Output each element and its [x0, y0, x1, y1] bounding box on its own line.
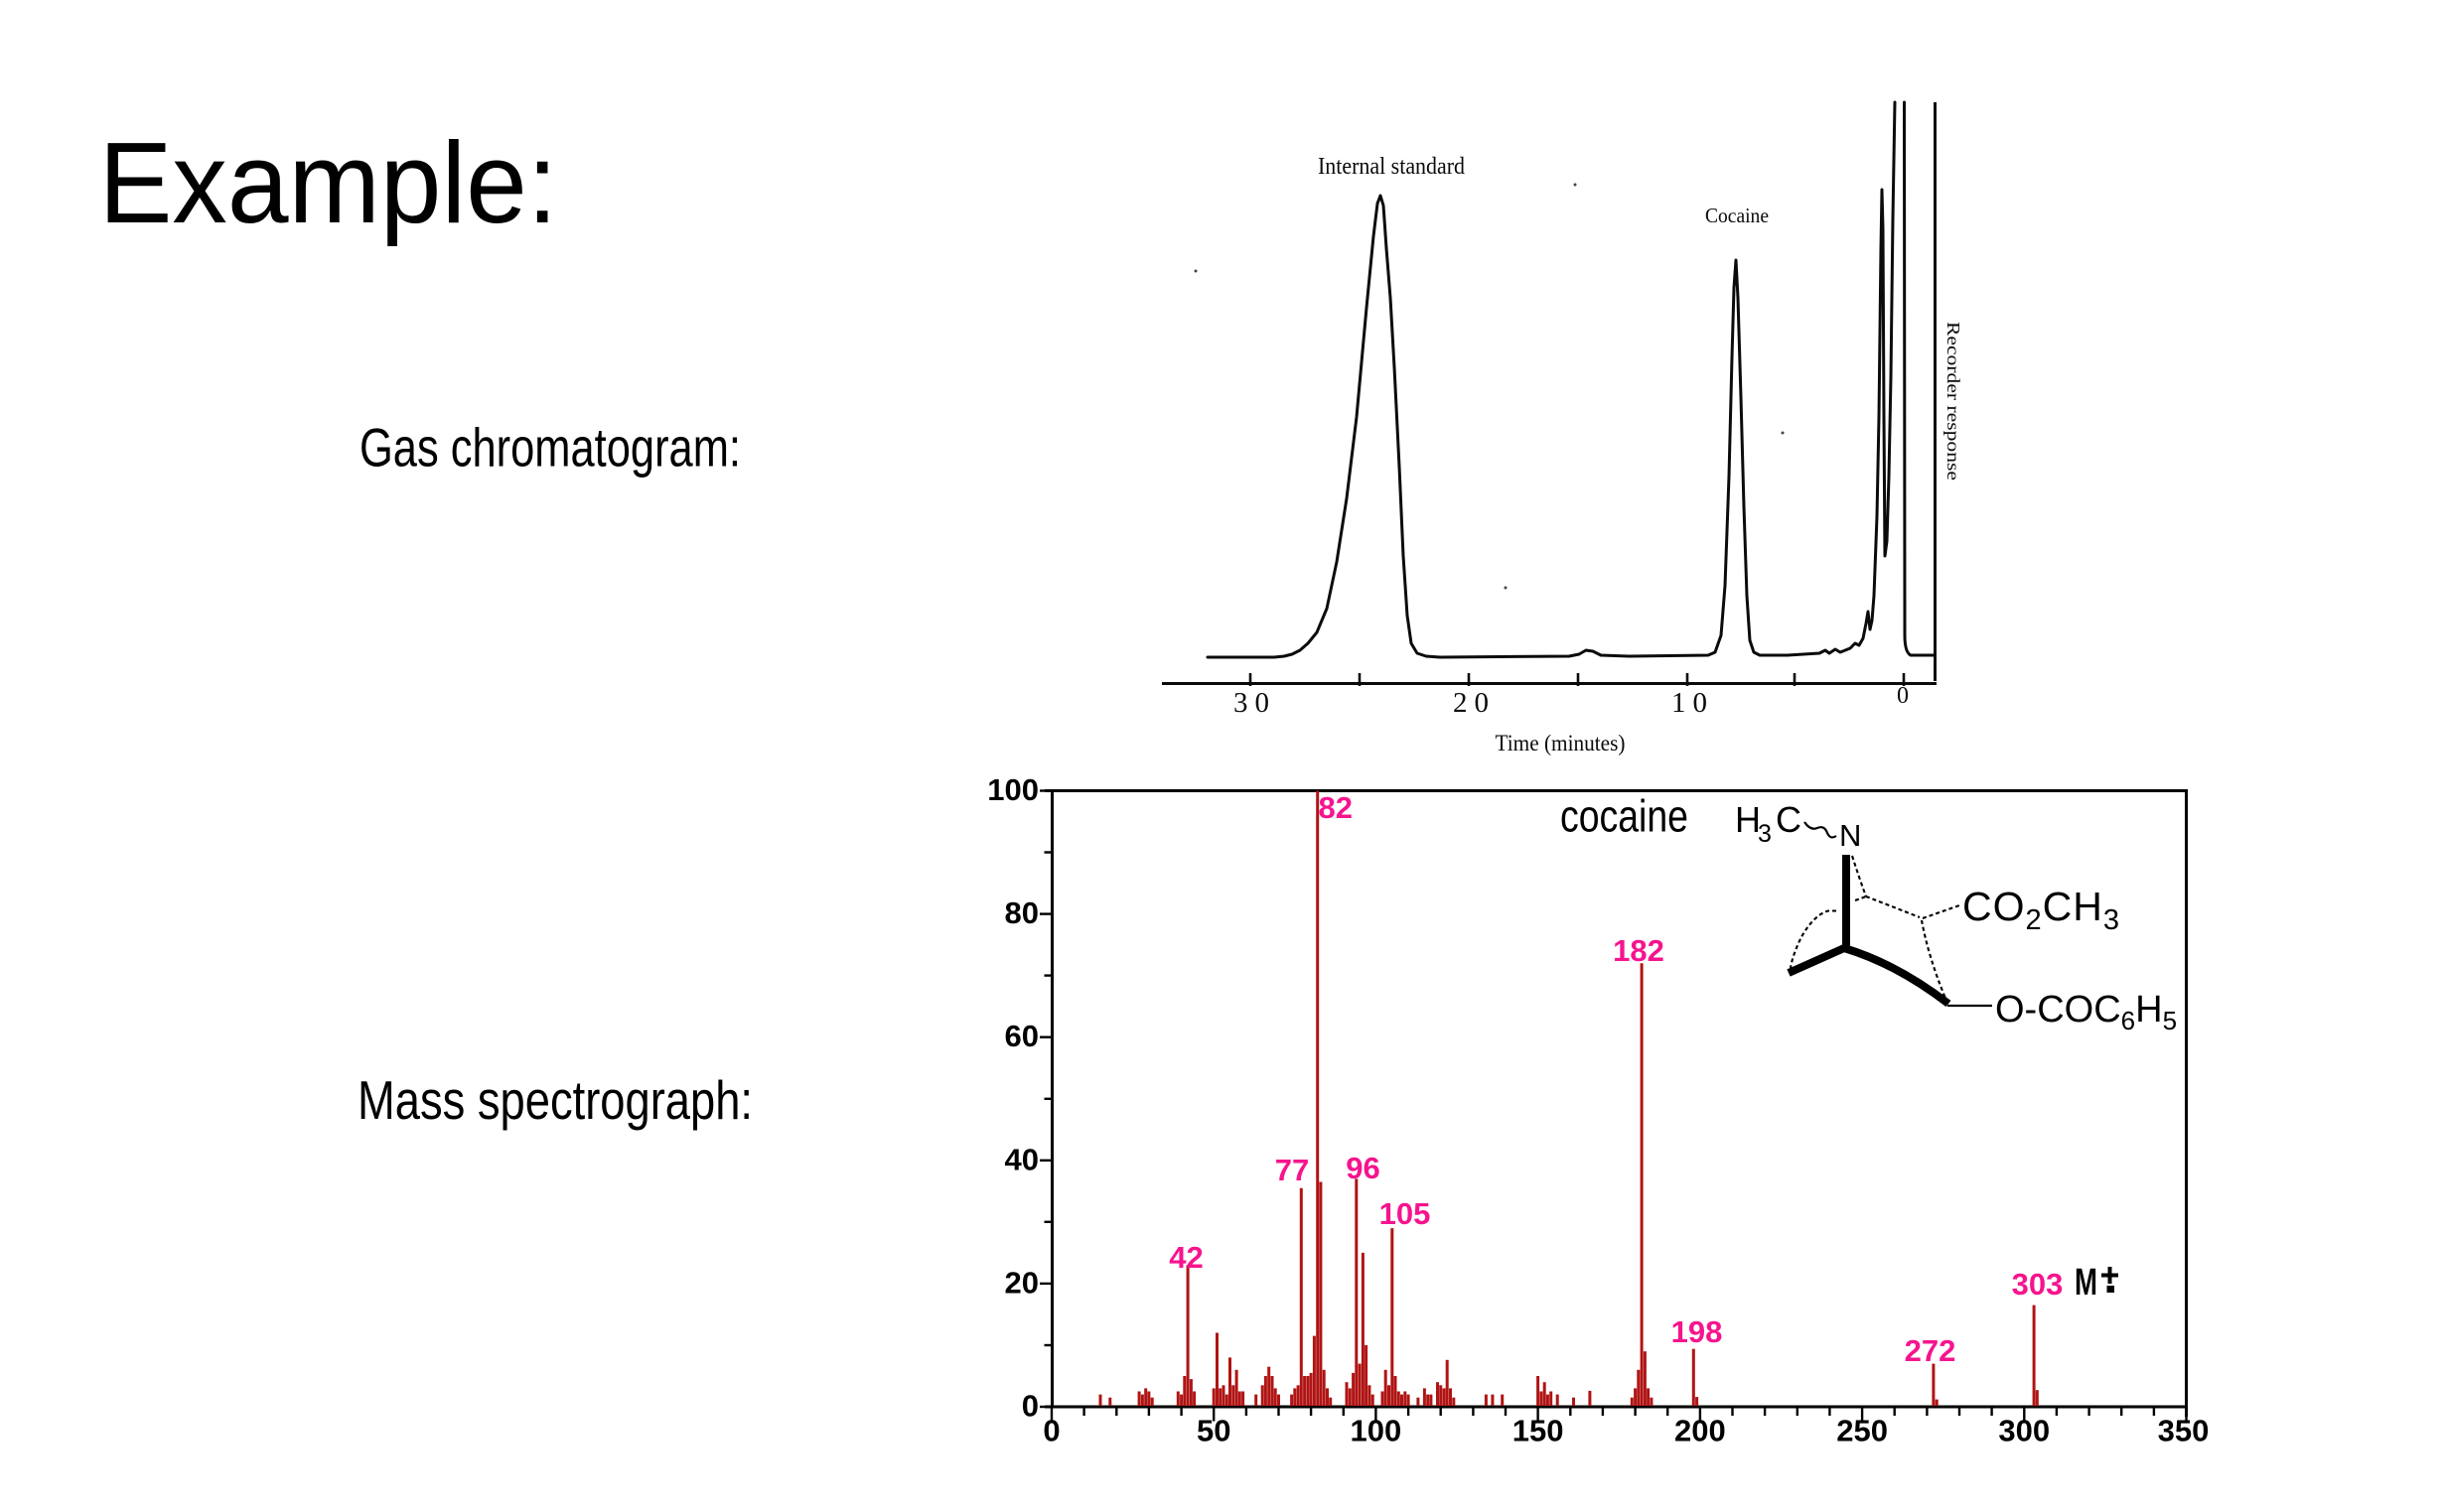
svg-text:20: 20: [1453, 687, 1496, 719]
svg-text:M: M: [2075, 1262, 2097, 1304]
svg-text:30: 30: [1233, 687, 1276, 719]
svg-text:0: 0: [1043, 1414, 1060, 1448]
svg-text:0: 0: [1897, 683, 1909, 709]
svg-text:O-COC6H5: O-COC6H5: [1995, 989, 2177, 1035]
svg-text:N: N: [1839, 818, 1861, 853]
svg-text:100: 100: [987, 772, 1039, 807]
svg-text:300: 300: [1998, 1414, 2050, 1448]
svg-text:96: 96: [1346, 1151, 1379, 1185]
svg-text:82: 82: [1319, 790, 1353, 825]
svg-text:50: 50: [1197, 1414, 1230, 1448]
svg-text:cocaine: cocaine: [1560, 791, 1688, 842]
svg-text:182: 182: [1613, 933, 1664, 968]
svg-text:Recorder response: Recorder response: [1943, 322, 1963, 481]
svg-text:Internal standard: Internal standard: [1318, 154, 1465, 180]
svg-text:Gas chromatogram:: Gas chromatogram:: [360, 416, 741, 478]
svg-text:40: 40: [1005, 1142, 1039, 1176]
svg-text:77: 77: [1275, 1153, 1309, 1187]
svg-text:Cocaine: Cocaine: [1705, 204, 1769, 227]
svg-text:3: 3: [1758, 820, 1772, 848]
svg-text:150: 150: [1512, 1414, 1564, 1448]
svg-text:80: 80: [1005, 895, 1039, 930]
svg-text:Mass spectrograph:: Mass spectrograph:: [358, 1069, 753, 1131]
svg-text:350: 350: [2158, 1414, 2210, 1448]
svg-text:250: 250: [1836, 1414, 1888, 1448]
svg-text:10: 10: [1671, 687, 1714, 719]
svg-text:272: 272: [1905, 1333, 1956, 1368]
svg-text:20: 20: [1005, 1265, 1039, 1300]
svg-text:60: 60: [1005, 1019, 1039, 1053]
svg-text:Time (minutes): Time (minutes): [1496, 731, 1626, 756]
svg-text:200: 200: [1674, 1414, 1726, 1448]
svg-text:100: 100: [1351, 1414, 1402, 1448]
svg-text:303: 303: [2012, 1267, 2064, 1302]
svg-text:H: H: [1735, 799, 1761, 840]
svg-text:198: 198: [1671, 1314, 1723, 1349]
svg-text:42: 42: [1169, 1240, 1203, 1275]
svg-text:C: C: [1776, 799, 1801, 840]
svg-text:Example:: Example:: [99, 118, 558, 247]
svg-text:105: 105: [1379, 1196, 1431, 1231]
svg-text:CO2CH3: CO2CH3: [1962, 884, 2120, 936]
svg-text:0: 0: [1022, 1389, 1039, 1424]
